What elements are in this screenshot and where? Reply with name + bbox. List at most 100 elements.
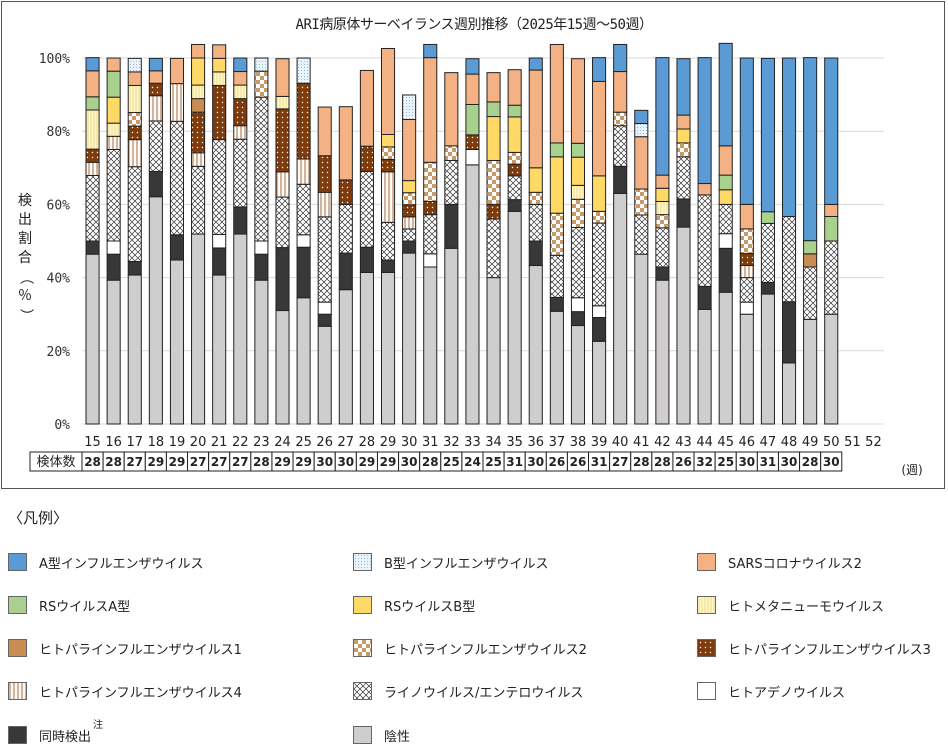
bar-segment-para2 <box>486 159 501 205</box>
bar-segment-para3 <box>465 134 480 151</box>
specimen-count: 26 <box>675 455 692 469</box>
bar-segment-para2 <box>739 228 754 254</box>
bar-segment-rhino <box>402 228 417 242</box>
x-tick-label: 30 <box>401 435 418 450</box>
bar-segment-rhino <box>676 156 691 200</box>
bar-segment-sars2 <box>655 174 670 189</box>
bar-segment-rhino <box>317 216 332 303</box>
bar-segment-flua <box>148 57 163 72</box>
bar-segment-rsa <box>465 103 480 136</box>
bar-stack-week-17 <box>127 57 142 425</box>
bar-stack-week-26 <box>317 106 332 425</box>
specimen-count: 28 <box>422 455 439 469</box>
bar-stack-week-38 <box>570 58 586 425</box>
bar-segment-neg <box>359 271 374 425</box>
bar-segment-hmpv <box>85 109 100 150</box>
bar-segment-para3 <box>233 98 248 127</box>
bar-segment-adeno <box>212 233 227 249</box>
specimen-count: 25 <box>485 455 502 469</box>
bar-segment-para2 <box>592 210 607 224</box>
bar-segment-rsa <box>803 240 818 255</box>
specimen-count: 32 <box>696 455 713 469</box>
bar-segment-sars2 <box>486 72 501 103</box>
bar-segment-co <box>592 316 607 342</box>
bar-segment-rsb <box>402 180 417 194</box>
legend-swatch-para3 <box>697 639 716 657</box>
bar-segment-para2 <box>507 151 522 165</box>
bar-segment-hmpv <box>275 95 290 110</box>
bar-segment-rsa <box>570 142 586 158</box>
bar-segment-para3 <box>275 108 290 173</box>
bar-segment-rhino <box>169 120 185 236</box>
bar-stack-week-37 <box>549 43 564 425</box>
x-tick-label: 52 <box>865 435 882 450</box>
x-tick-label: 36 <box>527 435 544 450</box>
bar-segment-adeno <box>317 301 332 315</box>
bar-segment-neg <box>676 226 691 425</box>
x-tick-label: 15 <box>84 435 101 450</box>
bar-segment-neg <box>106 279 121 425</box>
bar-segment-neg <box>528 265 543 425</box>
bar-segment-para4 <box>317 191 332 218</box>
bar-segment-sars2 <box>824 203 839 217</box>
bar-segment-rsb <box>549 156 564 214</box>
bar-segment-para2 <box>676 142 691 158</box>
bar-segment-rsb <box>570 156 586 186</box>
y-axis-label-char: ％ <box>18 288 32 304</box>
bar-segment-para1 <box>191 98 206 113</box>
specimen-count: 31 <box>591 455 608 469</box>
bar-segment-co <box>444 203 459 249</box>
specimen-count: 30 <box>527 455 544 469</box>
x-tick-label: 41 <box>633 435 650 450</box>
bar-segment-flua <box>676 58 691 116</box>
bar-segment-para3 <box>507 163 522 177</box>
x-tick-label: 23 <box>253 435 270 450</box>
bar-segment-rhino <box>486 218 501 279</box>
specimen-count: 29 <box>169 455 186 469</box>
bar-segment-rsb <box>507 116 522 153</box>
legend-label: ヒトパラインフルエンザウイルス2 <box>384 642 587 658</box>
legend-item-rhino: ライノウイルス/エンテロウイルス <box>353 681 583 701</box>
bar-stack-week-29 <box>380 47 396 425</box>
bar-segment-rhino <box>634 214 649 255</box>
bar-stack-week-48 <box>781 57 797 425</box>
bar-segment-co <box>85 240 100 255</box>
bar-segment-neg <box>718 291 733 425</box>
legend-label: ヒトパラインフルエンザウイルス1 <box>39 642 242 658</box>
bar-segment-rhino <box>296 183 311 236</box>
legend-item-co: 同時検出注 <box>8 720 103 745</box>
bar-segment-rhino <box>444 159 459 205</box>
bar-segment-co <box>655 266 670 281</box>
bar-stack-week-35 <box>507 69 522 425</box>
legend-item-adeno: ヒトアデノウイルス <box>697 681 845 701</box>
bar-segment-para4 <box>169 83 185 122</box>
bar-segment-flua <box>803 57 818 242</box>
legend-swatch-co <box>8 726 27 744</box>
legend-item-sars2: SARSコロナウイルス2 <box>697 552 862 572</box>
bar-segment-neg <box>254 279 269 425</box>
bar-segment-co <box>402 240 417 254</box>
x-tick-label: 44 <box>696 435 713 450</box>
bar-segment-sars2 <box>528 69 543 169</box>
x-tick-label: 39 <box>591 435 608 450</box>
bar-segment-co <box>781 301 797 364</box>
bar-segment-co <box>317 313 332 327</box>
bar-segment-para3 <box>148 82 163 97</box>
bar-segment-rhino <box>718 203 733 235</box>
legend-swatch-rsa <box>8 596 27 614</box>
bar-segment-rsa <box>718 174 733 191</box>
bar-segment-para2 <box>528 191 543 205</box>
bar-segment-neg <box>380 271 396 425</box>
x-axis-unit-label: (週) <box>901 463 922 477</box>
bar-segment-flua <box>613 43 628 73</box>
legend-label: ヒトパラインフルエンザウイルス3 <box>728 642 931 658</box>
bar-segment-para4 <box>106 135 121 151</box>
bar-segment-flua <box>739 57 754 205</box>
bar-segment-hmpv <box>570 184 586 200</box>
bar-segment-neg <box>148 196 163 425</box>
bar-segment-co <box>296 246 311 299</box>
bar-segment-co <box>338 252 353 291</box>
bar-segment-sars2 <box>507 69 522 106</box>
x-tick-label: 26 <box>316 435 333 450</box>
bar-segment-para4 <box>275 171 290 198</box>
